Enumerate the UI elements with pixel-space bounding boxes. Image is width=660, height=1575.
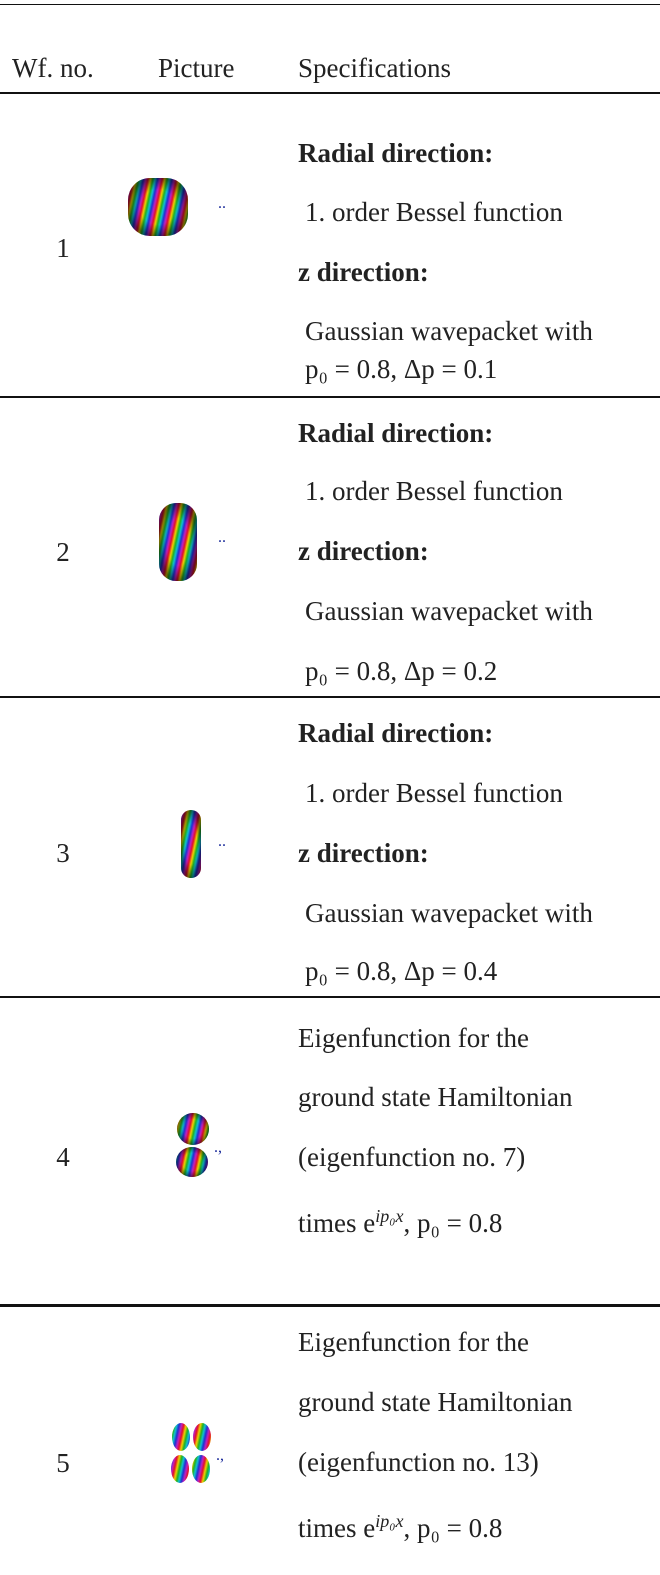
spec-line: Radial direction: — [298, 418, 494, 448]
spec-line: 1. order Bessel function — [305, 778, 563, 808]
rule — [0, 4, 660, 5]
spec-line: 1. order Bessel function — [305, 476, 563, 506]
row-number: 1 — [56, 233, 70, 263]
column-header: Wf. no. — [12, 53, 94, 83]
spec-line: (eigenfunction no. 13) — [298, 1447, 539, 1477]
spec-line: Gaussian wavepacket with — [305, 596, 593, 626]
spec-line: times eip₀x, p₀ = 0.8 — [298, 1503, 502, 1546]
svg-text:..: .. — [218, 195, 226, 212]
spec-line: Gaussian wavepacket with — [305, 316, 593, 346]
spec-line: p₀ = 0.8, Δp = 0.2 — [305, 656, 498, 686]
spec-text: times e — [298, 1208, 376, 1238]
wavefunction-picture: .. .. .. ., ., — [128, 178, 226, 1483]
spec-line: Gaussian wavepacket with — [305, 898, 593, 928]
svg-text:.,: ., — [214, 1139, 222, 1156]
spec-line: p₀ = 0.8, Δp = 0.4 — [305, 956, 498, 986]
svg-text:..: .. — [218, 529, 226, 546]
rule — [0, 92, 660, 94]
spec-text: times e — [298, 1513, 376, 1543]
row-number: 3 — [56, 838, 70, 868]
exponent: ip₀x — [375, 1511, 404, 1531]
row-number: 2 — [56, 537, 70, 567]
spec-line: z direction: — [298, 257, 429, 287]
spec-text: , p₀ = 0.8 — [403, 1208, 503, 1238]
svg-text:.,: ., — [216, 1447, 224, 1464]
spec-line: z direction: — [298, 536, 429, 566]
rule — [0, 996, 660, 998]
spec-text: , p₀ = 0.8 — [403, 1513, 503, 1543]
spec-line: (eigenfunction no. 7) — [298, 1142, 526, 1172]
spec-line: p₀ = 0.8, Δp = 0.1 — [305, 354, 498, 384]
svg-text:..: .. — [218, 833, 226, 850]
column-header: Picture — [158, 53, 235, 83]
spec-line: z direction: — [298, 838, 429, 868]
rule — [0, 1304, 660, 1307]
spec-line: times eip₀x, p₀ = 0.8 — [298, 1198, 502, 1241]
exponent: ip₀x — [375, 1206, 404, 1226]
spec-line: 1. order Bessel function — [305, 197, 563, 227]
column-header: Specifications — [298, 53, 451, 83]
spec-line: Eigenfunction for the — [298, 1023, 529, 1053]
spec-line: ground state Hamiltonian — [298, 1082, 573, 1112]
rule — [0, 696, 660, 698]
spec-line: Radial direction: — [298, 138, 494, 168]
row-number: 5 — [56, 1448, 70, 1478]
spec-line: Radial direction: — [298, 718, 494, 748]
spec-line: ground state Hamiltonian — [298, 1387, 573, 1417]
row-number: 4 — [56, 1142, 70, 1172]
rule — [0, 396, 660, 398]
spec-line: Eigenfunction for the — [298, 1327, 529, 1357]
